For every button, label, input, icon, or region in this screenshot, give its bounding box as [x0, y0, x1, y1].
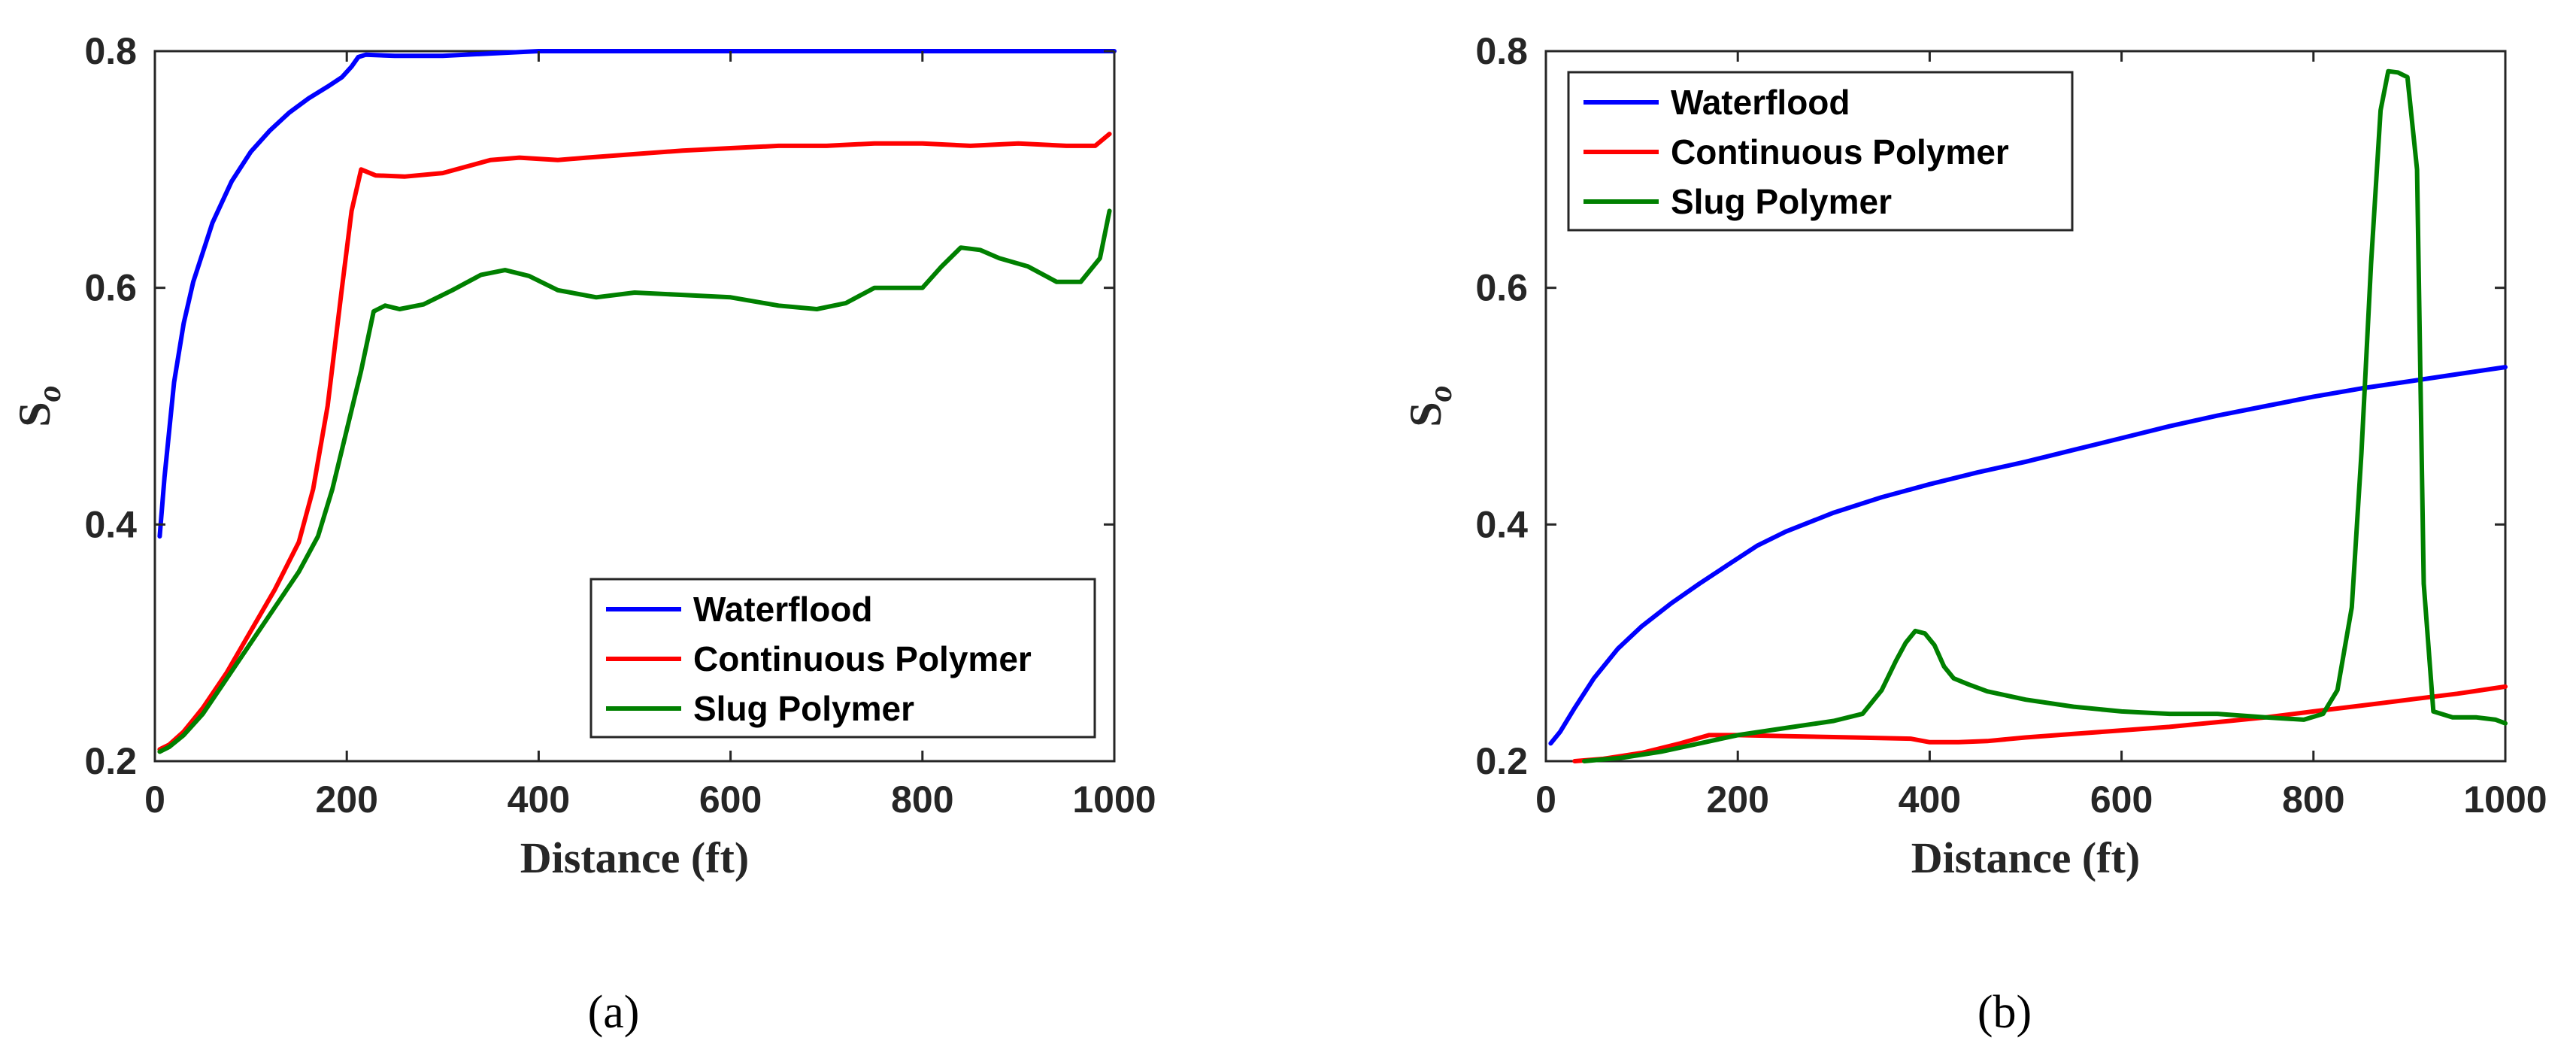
y-tick-label-0-8-a: 0.8	[84, 30, 137, 72]
series-line-continuous-polymer-b	[1572, 684, 2508, 763]
legend-a: Waterflood Continuous Polymer Slug Polym…	[589, 578, 1096, 739]
series-layer-b	[1548, 68, 2508, 763]
axis-ticks-b: 0 200 400 600 800 1000 0.2 0.4 0.6 0.8	[1475, 30, 2547, 821]
y-axis-label-sub-b: o	[1422, 385, 1459, 402]
y-tick-label-0-8-b: 0.8	[1475, 30, 1528, 72]
y-tick-label-0-4-b: 0.4	[1475, 503, 1528, 545]
x-tick-label-1000-b: 1000	[2463, 778, 2547, 821]
x-axis-label-b: Distance (ft)	[1911, 833, 2140, 882]
legend-label-continuous-b: Continuous Polymer	[1671, 132, 2009, 171]
y-axis-label-main-b: S	[1401, 402, 1450, 426]
y-axis-label-main-a: S	[10, 402, 59, 426]
legend-b: Waterflood Continuous Polymer Slug Polym…	[1567, 71, 2074, 232]
x-tick-label-400-a: 400	[508, 778, 570, 821]
x-tick-label-200-a: 200	[315, 778, 377, 821]
axis-ticks-a: 0 200 400 600 800 1000 0.2 0.4 0.6 0.8	[84, 30, 1156, 821]
x-axis-label-a: Distance (ft)	[520, 833, 749, 882]
caption-b: (b)	[1977, 987, 2032, 1038]
series-line-continuous-polymer-a	[157, 132, 1112, 752]
series-line-slug-polymer-b	[1582, 68, 2508, 763]
series-line-waterflood-a	[157, 49, 1117, 539]
y-tick-label-0-4-a: 0.4	[84, 503, 137, 545]
y-tick-label-0-6-b: 0.6	[1475, 267, 1528, 309]
x-tick-label-200-b: 200	[1706, 778, 1768, 821]
legend-label-continuous-a: Continuous Polymer	[693, 639, 1032, 678]
x-tick-label-0-b: 0	[1535, 778, 1556, 821]
series-line-slug-polymer-a	[157, 208, 1112, 754]
chart-panel-b: 0 200 400 600 800 1000 0.2 0.4 0.6 0.8 Distance (…	[1401, 30, 2547, 882]
y-axis-label-b: So	[1401, 385, 1459, 426]
y-tick-label-0-2-b: 0.2	[1475, 740, 1528, 782]
x-tick-label-0-a: 0	[144, 778, 165, 821]
y-tick-label-0-2-a: 0.2	[84, 740, 137, 782]
x-tick-label-600-b: 600	[2090, 778, 2153, 821]
legend-label-waterflood-b: Waterflood	[1671, 83, 1850, 122]
legend-label-slug-a: Slug Polymer	[693, 689, 914, 728]
y-axis-label-sub-a: o	[31, 385, 68, 402]
x-tick-label-400-b: 400	[1899, 778, 1961, 821]
legend-label-slug-b: Slug Polymer	[1671, 182, 1892, 221]
y-tick-label-0-6-a: 0.6	[84, 267, 137, 309]
chart-panel-a: 0 200 400 600 800 1000 0.2 0.4 0.6 0.8 Distance (…	[10, 30, 1156, 882]
y-axis-label-a: So	[10, 385, 68, 426]
legend-label-waterflood-a: Waterflood	[693, 590, 873, 629]
caption-a: (a)	[588, 987, 640, 1038]
x-tick-label-800-b: 800	[2282, 778, 2344, 821]
x-tick-label-800-a: 800	[891, 778, 953, 821]
x-tick-label-600-a: 600	[699, 778, 762, 821]
series-line-waterflood-b	[1548, 365, 2508, 746]
series-layer-a	[157, 49, 1117, 754]
x-tick-label-1000-a: 1000	[1072, 778, 1156, 821]
